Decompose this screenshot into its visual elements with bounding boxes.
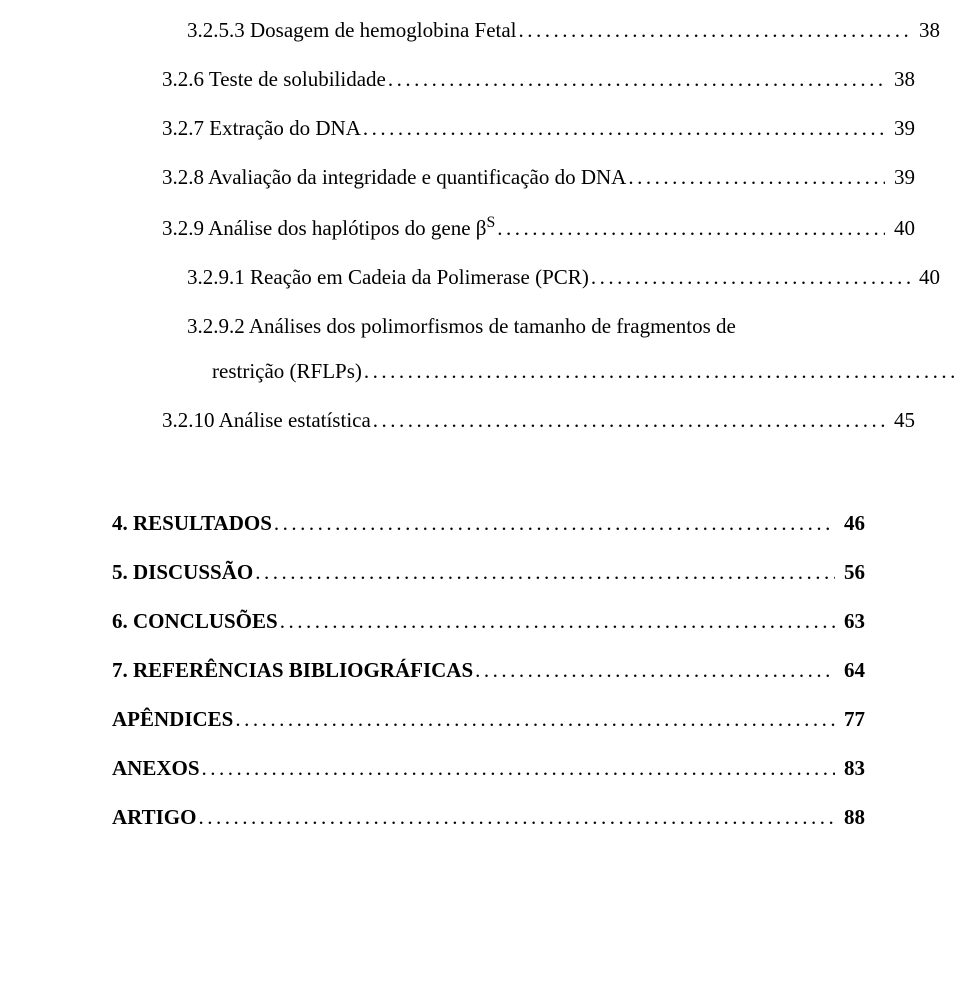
toc-entry: 3.2.5.3 Dosagem de hemoglobina Fetal ...… — [112, 18, 940, 43]
toc-label: APÊNDICES — [112, 707, 233, 732]
toc-leader: ........................................… — [362, 359, 960, 384]
toc-entry: 3.2.9 Análise dos haplótipos do gene βS … — [112, 214, 915, 241]
toc-label: 4. RESULTADOS — [112, 511, 272, 536]
toc-page: 63 — [835, 609, 865, 634]
toc-entry-heading: ARTIGO .................................… — [112, 805, 865, 830]
toc-entry: 3.2.7 Extração do DNA ..................… — [112, 116, 915, 141]
toc-page: 56 — [835, 560, 865, 585]
toc-page: 38 — [910, 18, 940, 43]
toc-label: 3.2.5.3 Dosagem de hemoglobina Fetal — [187, 18, 517, 43]
toc-label: 6. CONCLUSÕES — [112, 609, 278, 634]
toc-label-line1: 3.2.9.2 Análises dos polimorfismos de ta… — [187, 314, 960, 339]
toc-label: ANEXOS — [112, 756, 200, 781]
page-container: 3.2.5.3 Dosagem de hemoglobina Fetal ...… — [0, 0, 960, 992]
toc-entry: 3.2.10 Análise estatística .............… — [112, 408, 915, 433]
toc-leader: ........................................… — [196, 805, 835, 830]
toc-leader: ........................................… — [473, 658, 835, 683]
toc-label: 3.2.7 Extração do DNA — [162, 116, 361, 141]
toc-leader: ........................................… — [200, 756, 835, 781]
toc-leader: ........................................… — [589, 265, 910, 290]
toc-label: 3.2.6 Teste de solubilidade — [162, 67, 386, 92]
toc-label: 3.2.8 Avaliação da integridade e quantif… — [162, 165, 626, 190]
toc-page: 88 — [835, 805, 865, 830]
toc-label: ARTIGO — [112, 805, 196, 830]
toc-label: 3.2.9.1 Reação em Cadeia da Polimerase (… — [187, 265, 589, 290]
toc-entry-heading: 5. DISCUSSÃO ...........................… — [112, 560, 865, 585]
toc-label: 7. REFERÊNCIAS BIBLIOGRÁFICAS — [112, 658, 473, 683]
toc-leader: ........................................… — [517, 18, 910, 43]
toc-leader: ........................................… — [278, 609, 835, 634]
toc-entry-heading: APÊNDICES ..............................… — [112, 707, 865, 732]
toc-leader: ........................................… — [253, 560, 835, 585]
toc-entry: 3.2.6 Teste de solubilidade ............… — [112, 67, 915, 92]
toc-page: 39 — [885, 116, 915, 141]
toc-page: 40 — [885, 216, 915, 241]
toc-page: 40 — [910, 265, 940, 290]
toc-entry: 3.2.9.1 Reação em Cadeia da Polimerase (… — [112, 265, 940, 290]
toc-entry-heading: 4. RESULTADOS ..........................… — [112, 511, 865, 536]
toc-page: 38 — [885, 67, 915, 92]
toc-leader: ........................................… — [626, 165, 885, 190]
toc-page: 39 — [885, 165, 915, 190]
toc-entry-two-line: 3.2.9.2 Análises dos polimorfismos de ta… — [112, 314, 940, 384]
toc-label: 3.2.10 Análise estatística — [162, 408, 371, 433]
toc-label-line2: restrição (RFLPs) — [187, 359, 362, 384]
toc-entry: 3.2.8 Avaliação da integridade e quantif… — [112, 165, 915, 190]
toc-label: 5. DISCUSSÃO — [112, 560, 253, 585]
toc-page: 45 — [885, 408, 915, 433]
toc-leader: ........................................… — [233, 707, 835, 732]
toc-leader: ........................................… — [386, 67, 885, 92]
toc-page: 64 — [835, 658, 865, 683]
toc-page: 83 — [835, 756, 865, 781]
toc-leader: ........................................… — [371, 408, 885, 433]
toc-label: 3.2.9 Análise dos haplótipos do gene βS — [162, 214, 495, 241]
toc-page: 77 — [835, 707, 865, 732]
toc-entry-heading: 6. CONCLUSÕES ..........................… — [112, 609, 865, 634]
toc-leader: ........................................… — [495, 216, 885, 241]
toc-page: 46 — [835, 511, 865, 536]
toc-entry-heading: 7. REFERÊNCIAS BIBLIOGRÁFICAS ..........… — [112, 658, 865, 683]
toc-entry-heading: ANEXOS .................................… — [112, 756, 865, 781]
toc-leader: ........................................… — [361, 116, 885, 141]
toc-leader: ........................................… — [272, 511, 835, 536]
